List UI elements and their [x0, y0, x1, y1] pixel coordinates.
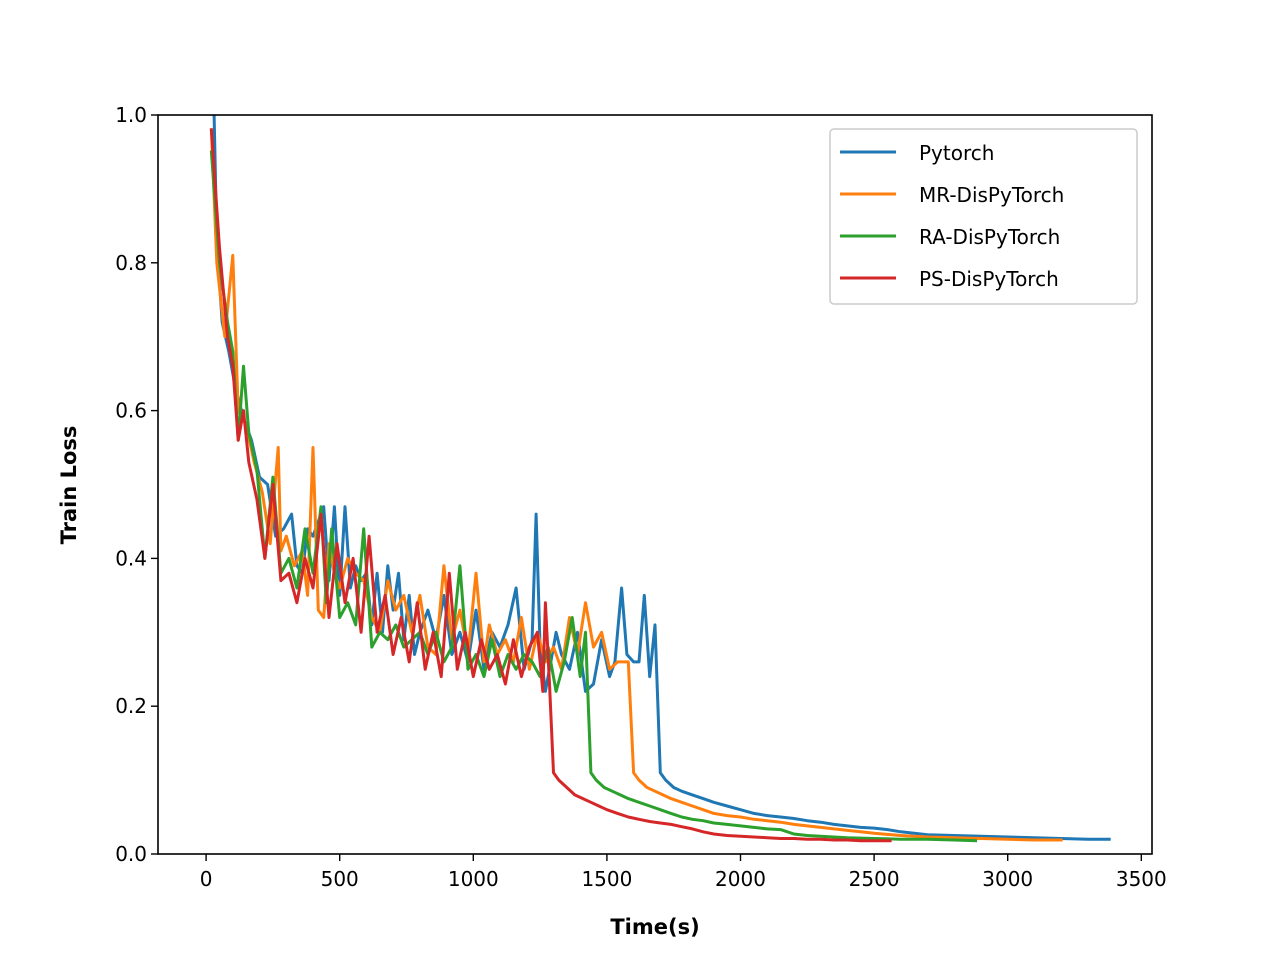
x-axis: 0 500 1000 1500 2000 2500 3000 3500	[200, 854, 1167, 891]
x-tick-label: 2500	[849, 867, 900, 891]
x-axis-title: Time(s)	[610, 915, 699, 939]
legend-label-pytorch: Pytorch	[919, 141, 994, 165]
legend-label-ra-dispytorch: RA-DisPyTorch	[919, 225, 1060, 249]
x-tick-label: 2000	[715, 867, 766, 891]
y-tick-label: 1.0	[115, 103, 147, 127]
x-tick-label: 500	[321, 867, 359, 891]
x-tick-label: 0	[200, 867, 213, 891]
y-tick-label: 0.4	[115, 546, 147, 570]
legend-label-ps-dispytorch: PS-DisPyTorch	[919, 267, 1059, 291]
plot-frame	[157, 114, 1153, 855]
y-tick-label: 0.6	[115, 399, 147, 423]
series-layer	[209, 115, 1111, 843]
series-line-ra-dispytorch	[209, 150, 978, 843]
x-tick-label: 1500	[581, 867, 632, 891]
legend: Pytorch MR-DisPyTorch RA-DisPyTorch PS-DisP…	[829, 128, 1138, 305]
series-line-ps-dispytorch	[209, 128, 892, 843]
legend-label-mr-dispytorch: MR-DisPyTorch	[919, 183, 1064, 207]
y-axis-title: Train Loss	[57, 426, 81, 545]
y-axis: 0.0 0.2 0.4 0.6 0.8 1.0	[115, 103, 158, 866]
x-tick-label: 3500	[1116, 867, 1167, 891]
x-tick-label: 3000	[982, 867, 1033, 891]
legend-box	[829, 128, 1138, 305]
x-tick-label: 1000	[448, 867, 499, 891]
y-tick-label: 0.0	[115, 842, 147, 866]
y-tick-label: 0.2	[115, 694, 147, 718]
y-tick-label: 0.8	[115, 251, 147, 275]
